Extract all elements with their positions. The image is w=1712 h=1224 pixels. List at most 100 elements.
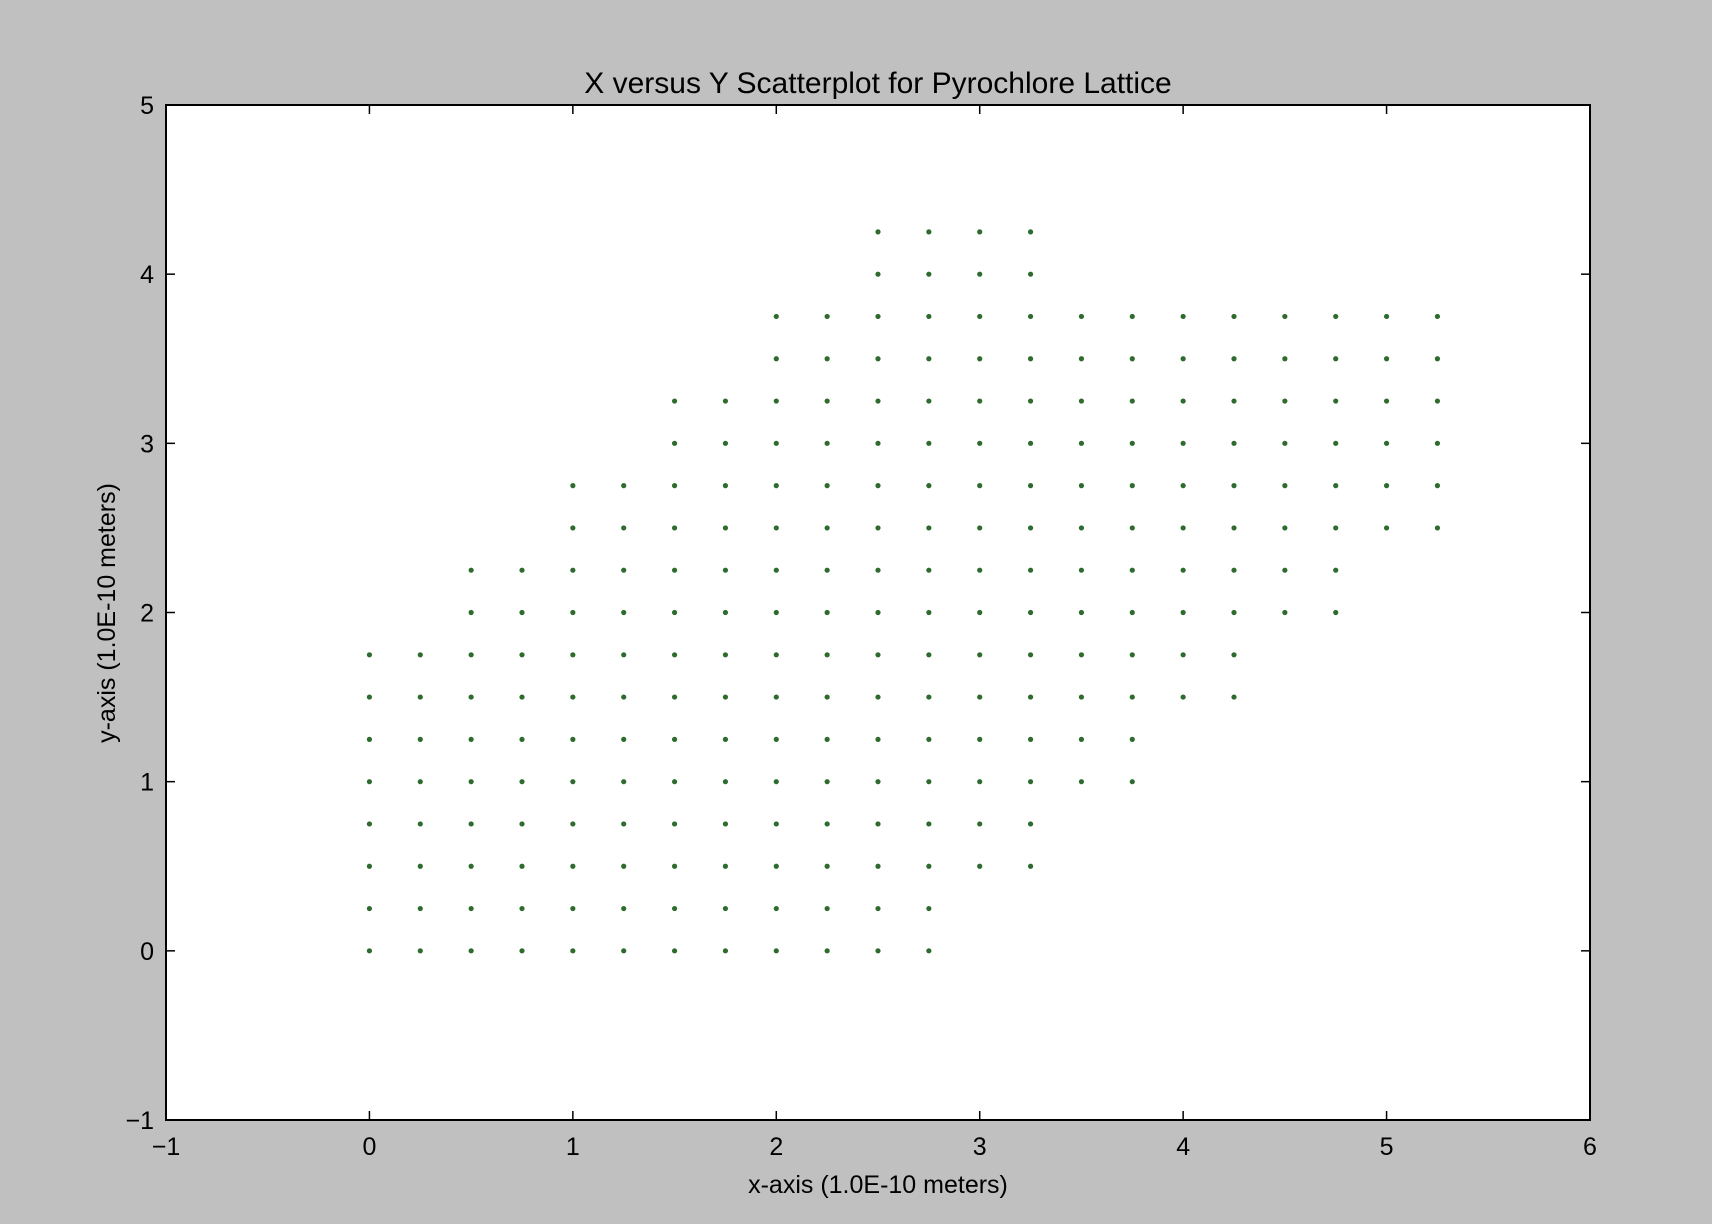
data-point bbox=[926, 821, 932, 827]
data-point bbox=[468, 736, 474, 742]
data-point bbox=[1180, 652, 1186, 658]
data-point bbox=[1282, 313, 1288, 320]
data-point bbox=[1434, 398, 1441, 404]
x-tick-label: 4 bbox=[1176, 1133, 1190, 1161]
data-point bbox=[1333, 398, 1339, 404]
data-point bbox=[1180, 567, 1186, 573]
data-point bbox=[1333, 609, 1339, 616]
data-point bbox=[1027, 229, 1034, 235]
data-point bbox=[824, 483, 830, 489]
data-point bbox=[773, 525, 779, 531]
data-point bbox=[671, 440, 678, 446]
data-point bbox=[875, 609, 881, 616]
data-point bbox=[1078, 356, 1085, 362]
data-point bbox=[926, 440, 932, 446]
data-point bbox=[570, 694, 576, 700]
data-point bbox=[1129, 313, 1135, 320]
data-point bbox=[671, 398, 678, 404]
data-point bbox=[977, 483, 983, 489]
data-point bbox=[1078, 398, 1085, 404]
data-point bbox=[1383, 356, 1390, 362]
data-point bbox=[875, 905, 881, 912]
data-point bbox=[1333, 567, 1339, 573]
data-point bbox=[875, 948, 881, 954]
data-point bbox=[722, 863, 729, 869]
data-point bbox=[977, 567, 983, 573]
data-point bbox=[1027, 609, 1034, 616]
data-point bbox=[1027, 356, 1034, 362]
data-point bbox=[773, 356, 779, 362]
data-point bbox=[1282, 609, 1288, 616]
data-point bbox=[671, 863, 678, 869]
data-point bbox=[1027, 779, 1034, 785]
data-point bbox=[1078, 694, 1085, 700]
data-point bbox=[1078, 440, 1085, 446]
data-point bbox=[621, 821, 627, 827]
data-point bbox=[1383, 440, 1390, 446]
data-point bbox=[875, 271, 881, 277]
axis-ticks bbox=[165, 104, 1591, 1121]
data-point bbox=[1282, 356, 1288, 362]
data-point bbox=[722, 567, 729, 573]
data-point bbox=[1180, 609, 1186, 616]
data-point bbox=[1383, 313, 1390, 320]
data-point bbox=[1434, 356, 1441, 362]
data-point bbox=[926, 948, 932, 954]
data-point bbox=[875, 440, 881, 446]
data-point bbox=[468, 779, 474, 785]
data-point bbox=[875, 736, 881, 742]
data-point bbox=[773, 736, 779, 742]
y-tick-label: 0 bbox=[140, 938, 154, 966]
x-tick-label: 6 bbox=[1583, 1133, 1597, 1161]
data-point bbox=[366, 779, 373, 785]
data-point bbox=[824, 863, 830, 869]
data-point bbox=[1180, 440, 1186, 446]
data-point bbox=[671, 483, 678, 489]
data-point bbox=[519, 736, 525, 742]
y-tick-label: 2 bbox=[140, 600, 154, 628]
data-point bbox=[570, 905, 576, 912]
data-point bbox=[926, 863, 932, 869]
data-point bbox=[1434, 525, 1441, 531]
data-point bbox=[570, 567, 576, 573]
data-point bbox=[519, 863, 525, 869]
data-point bbox=[1027, 440, 1034, 446]
y-tick-label: 3 bbox=[140, 430, 154, 458]
data-point bbox=[671, 609, 678, 616]
data-point bbox=[519, 821, 525, 827]
data-point bbox=[977, 863, 983, 869]
data-point bbox=[621, 609, 627, 616]
data-point bbox=[1027, 398, 1034, 404]
data-point bbox=[468, 863, 474, 869]
data-point bbox=[671, 779, 678, 785]
data-point bbox=[621, 905, 627, 912]
data-point bbox=[1027, 652, 1034, 658]
data-point bbox=[926, 525, 932, 531]
data-point bbox=[875, 356, 881, 362]
data-point bbox=[722, 905, 729, 912]
data-point bbox=[926, 398, 932, 404]
data-point bbox=[366, 652, 373, 658]
data-point bbox=[1129, 567, 1135, 573]
data-point bbox=[875, 779, 881, 785]
data-point bbox=[977, 229, 983, 235]
data-point bbox=[1282, 483, 1288, 489]
data-point bbox=[570, 525, 576, 531]
data-point bbox=[722, 821, 729, 827]
data-points bbox=[366, 229, 1441, 954]
data-point bbox=[621, 863, 627, 869]
chart-title: X versus Y Scatterplot for Pyrochlore La… bbox=[584, 67, 1172, 100]
data-point bbox=[824, 905, 830, 912]
data-point bbox=[824, 313, 830, 320]
data-point bbox=[824, 652, 830, 658]
data-point bbox=[824, 736, 830, 742]
data-point bbox=[366, 863, 373, 869]
data-point bbox=[570, 779, 576, 785]
data-point bbox=[1129, 736, 1135, 742]
data-point bbox=[824, 694, 830, 700]
data-point bbox=[570, 863, 576, 869]
data-point bbox=[773, 398, 779, 404]
data-point bbox=[722, 440, 729, 446]
